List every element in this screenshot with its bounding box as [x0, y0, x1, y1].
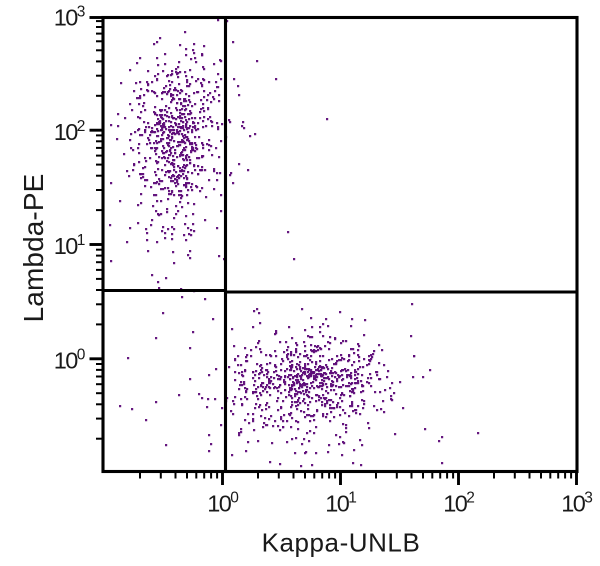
- svg-text:100: 100: [207, 489, 239, 516]
- svg-text:Kappa-UNLB: Kappa-UNLB: [262, 528, 421, 558]
- svg-text:Lambda-PE: Lambda-PE: [18, 174, 49, 323]
